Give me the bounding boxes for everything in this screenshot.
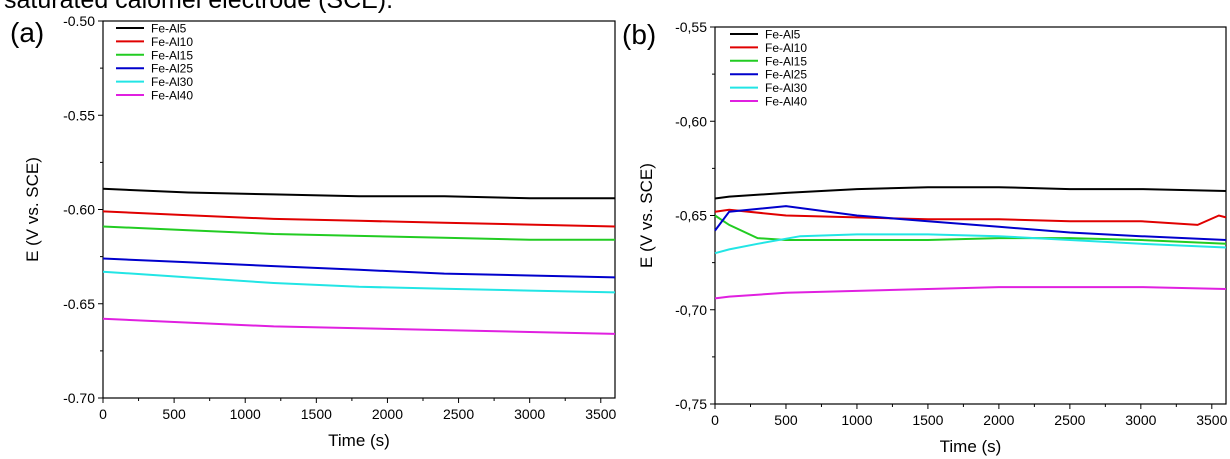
y-tick-label: -0.50 (63, 13, 95, 29)
legend-label: Fe-Al30 (151, 75, 193, 89)
legend-label: Fe-Al25 (151, 62, 193, 76)
x-tick-label: 500 (162, 406, 186, 422)
series-line-fe-al5 (714, 186, 1227, 200)
series-line-fe-al10 (102, 210, 616, 228)
series-line-fe-al25 (714, 205, 1227, 241)
legend-label: Fe-Al30 (765, 81, 807, 95)
y-tick-label: -0,60 (675, 113, 707, 129)
legend-label: Fe-Al15 (765, 54, 807, 68)
y-tick-label: -0,55 (675, 19, 707, 35)
y-tick-label: -0,70 (675, 302, 707, 318)
x-tick-label: 1500 (301, 406, 332, 422)
x-tick-label: 0 (711, 412, 719, 428)
panel-label-a: (a) (10, 17, 44, 48)
series-line-fe-al40 (714, 286, 1227, 300)
chart-a: 0 500 1000 1500 2000 2500 3000 3500 -0.70 -0.65 -0… (23, 13, 617, 450)
legend-label: Fe-Al5 (765, 28, 801, 42)
x-tick-label: 3000 (514, 406, 545, 422)
legend-label: Fe-Al5 (151, 22, 187, 36)
legend-label: Fe-Al40 (151, 89, 193, 103)
series-line-fe-al40 (102, 317, 616, 335)
series-line-fe-al15 (714, 214, 1227, 245)
caption-fragment: saturated calomel electrode (SCE). (4, 0, 394, 14)
series-line-fe-al5 (102, 187, 615, 200)
y-tick-label: -0.55 (63, 107, 95, 123)
x-axis-title: Time (s) (328, 431, 390, 450)
y-tick-label: -0.65 (63, 296, 95, 312)
x-axis-title: Time (s) (940, 437, 1002, 456)
y-axis-title: E (V vs. SCE) (23, 157, 42, 262)
series-line-fe-al25 (102, 257, 616, 279)
x-tick-label: 3500 (585, 406, 616, 422)
x-tick-label: 3000 (1125, 412, 1156, 428)
y-tick-label: -0,75 (675, 396, 707, 412)
x-tick-label: 2000 (372, 406, 403, 422)
series-line-fe-al10 (714, 208, 1227, 226)
x-tick-label: 500 (774, 412, 798, 428)
x-tick-label: 1000 (841, 412, 872, 428)
x-tick-label: 1000 (230, 406, 261, 422)
series-line-fe-al30 (714, 233, 1227, 255)
series-line-fe-al15 (102, 225, 615, 241)
y-axis-title: E (V vs. SCE) (637, 163, 656, 268)
x-tick-label: 2500 (443, 406, 474, 422)
x-tick-label: 2500 (1054, 412, 1085, 428)
x-tick-label: 1500 (912, 412, 943, 428)
chart-b: 0 500 1000 1500 2000 2500 3000 3500 -0,75 -0,70 -0… (637, 19, 1228, 456)
series-line-fe-al30 (102, 270, 616, 294)
legend-label: Fe-Al10 (765, 41, 807, 55)
x-tick-label: 2000 (983, 412, 1014, 428)
y-tick-label: -0.60 (63, 202, 95, 218)
x-tick-label: 0 (99, 406, 107, 422)
legend-label: Fe-Al40 (765, 95, 807, 109)
y-tick-label: -0,65 (675, 208, 707, 224)
legend-label: Fe-Al25 (765, 68, 807, 82)
x-tick-label: 3500 (1196, 412, 1227, 428)
legend-label: Fe-Al15 (151, 48, 193, 62)
panel-label-b: (b) (622, 19, 656, 50)
y-tick-label: -0.70 (63, 390, 95, 406)
legend-label: Fe-Al10 (151, 35, 193, 49)
